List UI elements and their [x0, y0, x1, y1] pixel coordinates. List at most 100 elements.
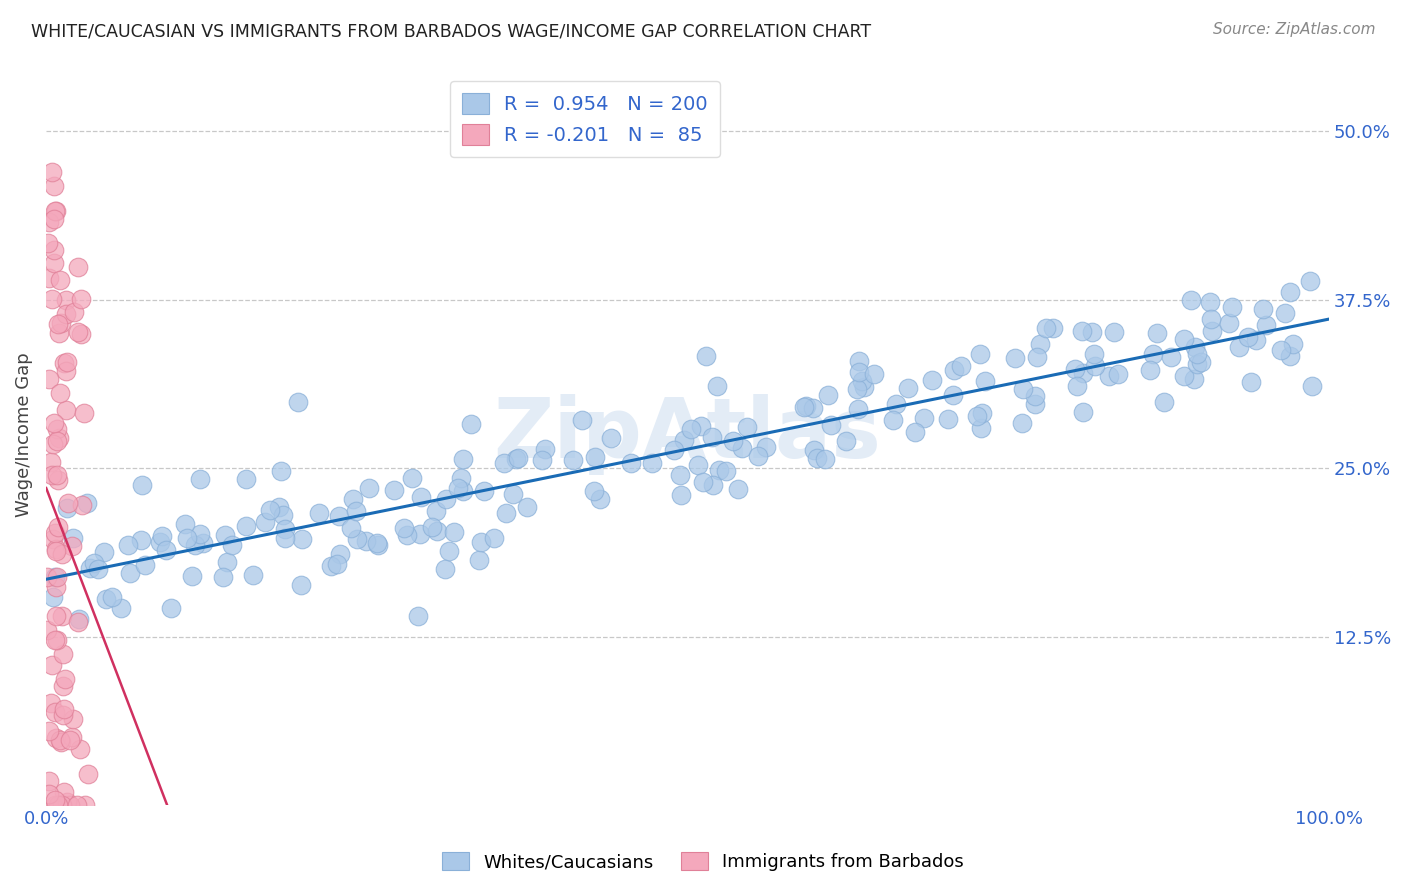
Point [1139, 362, 1161, 376]
Y-axis label: Wage/Income Gap: Wage/Income Gap [15, 352, 32, 517]
Point [482, 532, 505, 546]
Point [470, 535, 492, 549]
Point [51, 547, 73, 561]
Point [1042, 320, 1064, 334]
Point [48, 326, 70, 341]
Point [359, 481, 381, 495]
Point [155, 543, 177, 558]
Point [37, 723, 59, 738]
Point [52, 785, 75, 799]
Point [1025, 350, 1047, 364]
Point [41, 165, 63, 179]
Point [160, 601, 183, 615]
Point [253, 515, 276, 529]
Point [176, 531, 198, 545]
Point [1011, 417, 1033, 431]
Point [1024, 389, 1046, 403]
Point [66, 326, 89, 340]
Point [439, 544, 461, 558]
Point [884, 396, 907, 410]
Point [235, 518, 257, 533]
Point [1270, 343, 1292, 357]
Point [434, 491, 457, 506]
Point [173, 516, 195, 531]
Point [505, 451, 527, 466]
Point [63, 305, 86, 319]
Point [1084, 359, 1107, 373]
Point [39, 696, 62, 710]
Point [1278, 285, 1301, 299]
Point [382, 483, 405, 497]
Point [709, 463, 731, 477]
Point [1301, 379, 1323, 393]
Point [67, 611, 90, 625]
Point [506, 451, 529, 466]
Point [834, 434, 856, 448]
Point [76, 767, 98, 781]
Point [443, 525, 465, 540]
Point [561, 453, 583, 467]
Point [814, 452, 837, 467]
Point [42, 179, 65, 194]
Point [274, 531, 297, 545]
Point [706, 379, 728, 393]
Point [912, 411, 935, 425]
Point [52, 647, 75, 661]
Point [420, 520, 443, 534]
Point [451, 484, 474, 499]
Point [48, 473, 70, 487]
Point [1012, 383, 1035, 397]
Point [395, 528, 418, 542]
Point [211, 570, 233, 584]
Point [495, 506, 517, 520]
Point [406, 608, 429, 623]
Point [56, 500, 79, 515]
Point [48, 798, 70, 813]
Point [41, 292, 63, 306]
Point [188, 527, 211, 541]
Point [1236, 330, 1258, 344]
Point [60, 539, 83, 553]
Point [695, 349, 717, 363]
Point [943, 363, 966, 377]
Point [214, 527, 236, 541]
Point [41, 468, 63, 483]
Point [342, 492, 364, 507]
Point [620, 456, 643, 470]
Point [1279, 349, 1302, 363]
Point [806, 450, 828, 465]
Point [149, 535, 172, 549]
Point [38, 372, 60, 386]
Point [46, 318, 69, 332]
Point [42, 533, 65, 547]
Point [516, 500, 538, 515]
Point [401, 470, 423, 484]
Point [325, 557, 347, 571]
Point [755, 440, 778, 454]
Point [55, 672, 77, 686]
Point [73, 798, 96, 813]
Point [583, 450, 606, 464]
Point [118, 566, 141, 581]
Point [1199, 294, 1222, 309]
Point [44, 570, 66, 584]
Point [862, 368, 884, 382]
Point [37, 235, 59, 250]
Point [38, 774, 60, 789]
Point [69, 742, 91, 756]
Point [46, 520, 69, 534]
Point [1102, 325, 1125, 339]
Point [44, 798, 66, 813]
Point [117, 538, 139, 552]
Point [848, 365, 870, 379]
Point [820, 417, 842, 432]
Point [259, 503, 281, 517]
Point [38, 215, 60, 229]
Point [846, 401, 869, 416]
Point [55, 364, 77, 378]
Point [936, 412, 959, 426]
Point [69, 293, 91, 307]
Point [328, 509, 350, 524]
Point [1244, 333, 1267, 347]
Point [425, 504, 447, 518]
